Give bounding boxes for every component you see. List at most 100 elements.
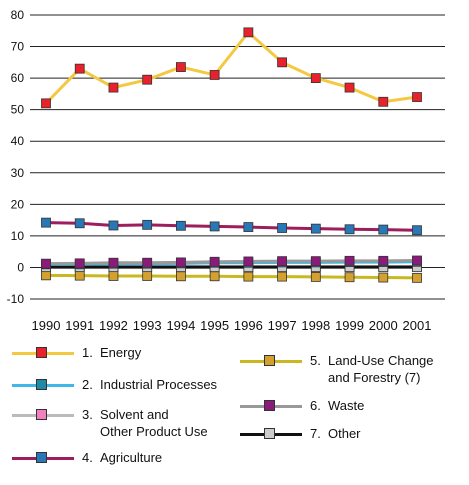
data-point [142, 257, 153, 268]
legend-item: 7. Other [240, 425, 361, 442]
legend: 1. Energy 2. Industrial Processes 3. Solvent … [0, 338, 469, 485]
data-point [74, 63, 85, 74]
x-tick-label: 1995 [200, 318, 229, 333]
legend-name: Other [328, 426, 361, 441]
legend-name: Agriculture [100, 450, 163, 465]
legend-number: 5. [310, 353, 321, 368]
x-tick-label: 1999 [335, 318, 364, 333]
data-point [277, 256, 287, 267]
legend-marker [36, 452, 47, 463]
data-point [142, 219, 153, 230]
legend-label: 7. Other [310, 425, 361, 442]
data-point [243, 256, 254, 267]
legend-swatch [12, 346, 74, 360]
data-point [41, 270, 51, 281]
y-tick-label: 70 [11, 40, 25, 54]
legend-number: 3. [82, 407, 93, 422]
x-tick-label: 2001 [403, 318, 432, 333]
data-point [378, 272, 389, 283]
data-point [108, 220, 119, 231]
legend-item: 6. Waste [240, 397, 364, 414]
data-point [209, 221, 220, 232]
legend-number: 2. [82, 377, 93, 392]
y-tick-label: 60 [11, 71, 25, 85]
series-land-use-change [41, 270, 422, 283]
legend-item: 3. Solvent and Other Product Use [12, 407, 208, 440]
legend-label: 5. Land-Use Change and Forestry (7) [310, 352, 434, 386]
legend-name-line2: Other Product Use [100, 424, 208, 439]
legend-marker [36, 347, 47, 358]
y-tick-label: 10 [11, 229, 25, 243]
y-tick-label: 0 [17, 260, 24, 274]
data-point [243, 222, 254, 232]
data-point [277, 57, 287, 68]
x-tick-label: 1993 [133, 318, 162, 333]
data-point [209, 70, 220, 80]
legend-label: 4. Agriculture [82, 449, 162, 466]
series-energy [41, 27, 422, 109]
series-layer [41, 27, 422, 283]
y-tick-labels: -10 0 10 20 30 40 50 60 70 80 [7, 8, 25, 306]
legend-label: 2. Industrial Processes [82, 376, 217, 393]
data-point [74, 258, 85, 269]
data-point [209, 256, 220, 267]
data-point [108, 257, 119, 268]
data-point [176, 220, 186, 231]
data-point [176, 62, 186, 72]
data-point [176, 257, 186, 268]
data-point [277, 223, 287, 233]
data-point [142, 271, 153, 281]
data-point [108, 271, 119, 281]
y-tick-label: 80 [11, 8, 25, 22]
y-tick-label: 40 [11, 134, 25, 148]
legend-item: 4. Agriculture [12, 449, 162, 466]
series-waste [41, 255, 422, 269]
data-point [344, 82, 355, 93]
series-line [45, 221, 418, 232]
legend-name: Energy [100, 345, 142, 360]
data-point [74, 218, 85, 229]
x-tick-label: 1998 [301, 318, 330, 333]
series-agriculture [41, 217, 422, 236]
x-tick-label: 1990 [32, 318, 61, 333]
data-point [412, 225, 422, 236]
data-point [176, 271, 186, 282]
data-point [142, 74, 153, 85]
legend-swatch [240, 427, 302, 441]
data-point [108, 82, 119, 93]
data-point [344, 224, 355, 235]
data-point [41, 98, 51, 109]
data-point [344, 272, 355, 283]
data-point [41, 258, 51, 269]
legend-name: Waste [328, 398, 365, 413]
data-point [378, 224, 389, 235]
x-tick-label: 1991 [65, 318, 94, 333]
y-tick-label: 20 [11, 197, 25, 211]
data-point [378, 96, 389, 107]
data-point [378, 255, 389, 266]
legend-marker [36, 409, 47, 420]
legend-label: 1. Energy [82, 344, 141, 361]
y-tick-label: 30 [11, 166, 25, 180]
y-tick-label: 50 [11, 103, 25, 117]
data-point [243, 27, 254, 38]
legend-number: 1. [82, 345, 93, 360]
series-line [44, 30, 418, 105]
legend-swatch [12, 378, 74, 392]
x-tick-label: 2000 [369, 318, 398, 333]
x-tick-label: 1997 [268, 318, 297, 333]
legend-name: Industrial Processes [100, 377, 218, 392]
data-point [74, 270, 85, 281]
data-point [412, 272, 422, 283]
data-point [310, 272, 321, 282]
y-tick-label: -10 [7, 292, 25, 306]
legend-swatch [12, 408, 74, 422]
series-line [45, 273, 418, 280]
legend-label: 6. Waste [310, 397, 364, 414]
legend-number: 4. [82, 450, 93, 465]
x-tick-label: 1994 [166, 318, 195, 333]
data-point [310, 256, 321, 267]
legend-marker [264, 400, 275, 411]
legend-item: 1. Energy [12, 344, 141, 361]
